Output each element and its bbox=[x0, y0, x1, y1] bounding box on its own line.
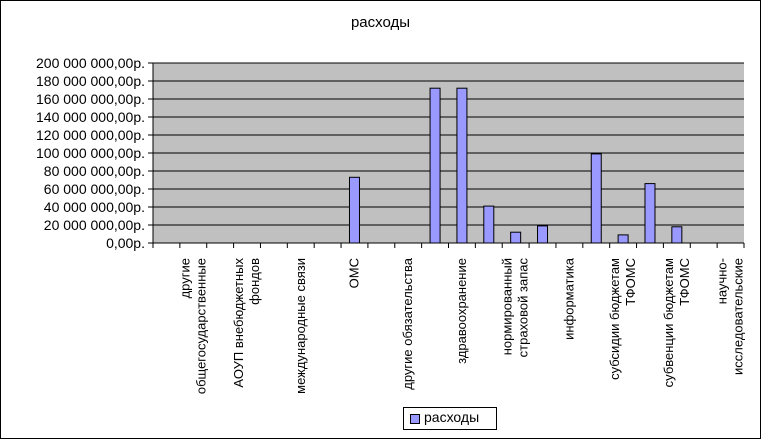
bar bbox=[429, 87, 441, 244]
bar bbox=[617, 234, 629, 244]
y-axis: 0,00р. 20 000 000,00р. 40 000 000,00р. 60 0… bbox=[36, 55, 154, 251]
y-tick-label: 180 000 000,00р. bbox=[36, 73, 145, 89]
x-tick-label: фондов bbox=[247, 258, 262, 305]
x-tick-label: другие обязательства bbox=[400, 257, 415, 390]
y-tick-label: 100 000 000,00р. bbox=[36, 145, 145, 161]
x-tick-label: субсидии бюджетам bbox=[607, 258, 622, 380]
y-tick-label: 20 000 000,00р. bbox=[44, 217, 145, 233]
y-tick-label: 120 000 000,00р. bbox=[36, 127, 145, 143]
x-tick-label: научно- bbox=[715, 258, 730, 304]
x-tick-label: нормированный bbox=[500, 258, 515, 355]
x-tick-label: исследовательские bbox=[731, 258, 746, 375]
x-axis: другие общегосударственные АОУП внебюджетн… bbox=[152, 242, 746, 394]
bar bbox=[590, 153, 602, 244]
bar bbox=[456, 87, 468, 244]
x-tick-label: информатика bbox=[561, 257, 576, 340]
x-tick-label: АОУП внебюджетных bbox=[231, 258, 246, 388]
legend: расходы bbox=[403, 407, 497, 430]
x-tick-label: субвенции бюджетам bbox=[661, 258, 676, 387]
legend-label: расходы bbox=[424, 409, 480, 425]
bar bbox=[644, 183, 656, 244]
y-tick-label: 40 000 000,00р. bbox=[44, 199, 145, 215]
y-tick-label: 160 000 000,00р. bbox=[36, 91, 145, 107]
x-tick-label: ТФОМС bbox=[623, 258, 638, 306]
legend-swatch bbox=[410, 414, 420, 424]
x-tick-label: общегосударственные bbox=[193, 258, 208, 394]
y-tick-label: 80 000 000,00р. bbox=[44, 163, 145, 179]
bar bbox=[483, 205, 495, 244]
y-tick-label: 200 000 000,00р. bbox=[36, 55, 145, 71]
bar bbox=[510, 231, 522, 244]
y-tick-label: 140 000 000,00р. bbox=[36, 109, 145, 125]
y-tick-label: 0,00р. bbox=[106, 235, 145, 251]
bar bbox=[348, 176, 360, 244]
x-tick-label: ОМС bbox=[346, 258, 361, 288]
gridlines bbox=[153, 62, 744, 226]
x-tick-label: ТФОМС bbox=[677, 258, 692, 306]
bar bbox=[671, 226, 683, 244]
chart-title: расходы bbox=[350, 14, 411, 31]
x-tick-label: страховой запас bbox=[516, 258, 531, 358]
x-tick-label: другие bbox=[177, 258, 192, 298]
y-tick-label: 60 000 000,00р. bbox=[44, 181, 145, 197]
x-tick-label: международные связи bbox=[293, 258, 308, 394]
x-tick-label: здравоохранение bbox=[454, 258, 469, 364]
bar bbox=[537, 225, 549, 244]
